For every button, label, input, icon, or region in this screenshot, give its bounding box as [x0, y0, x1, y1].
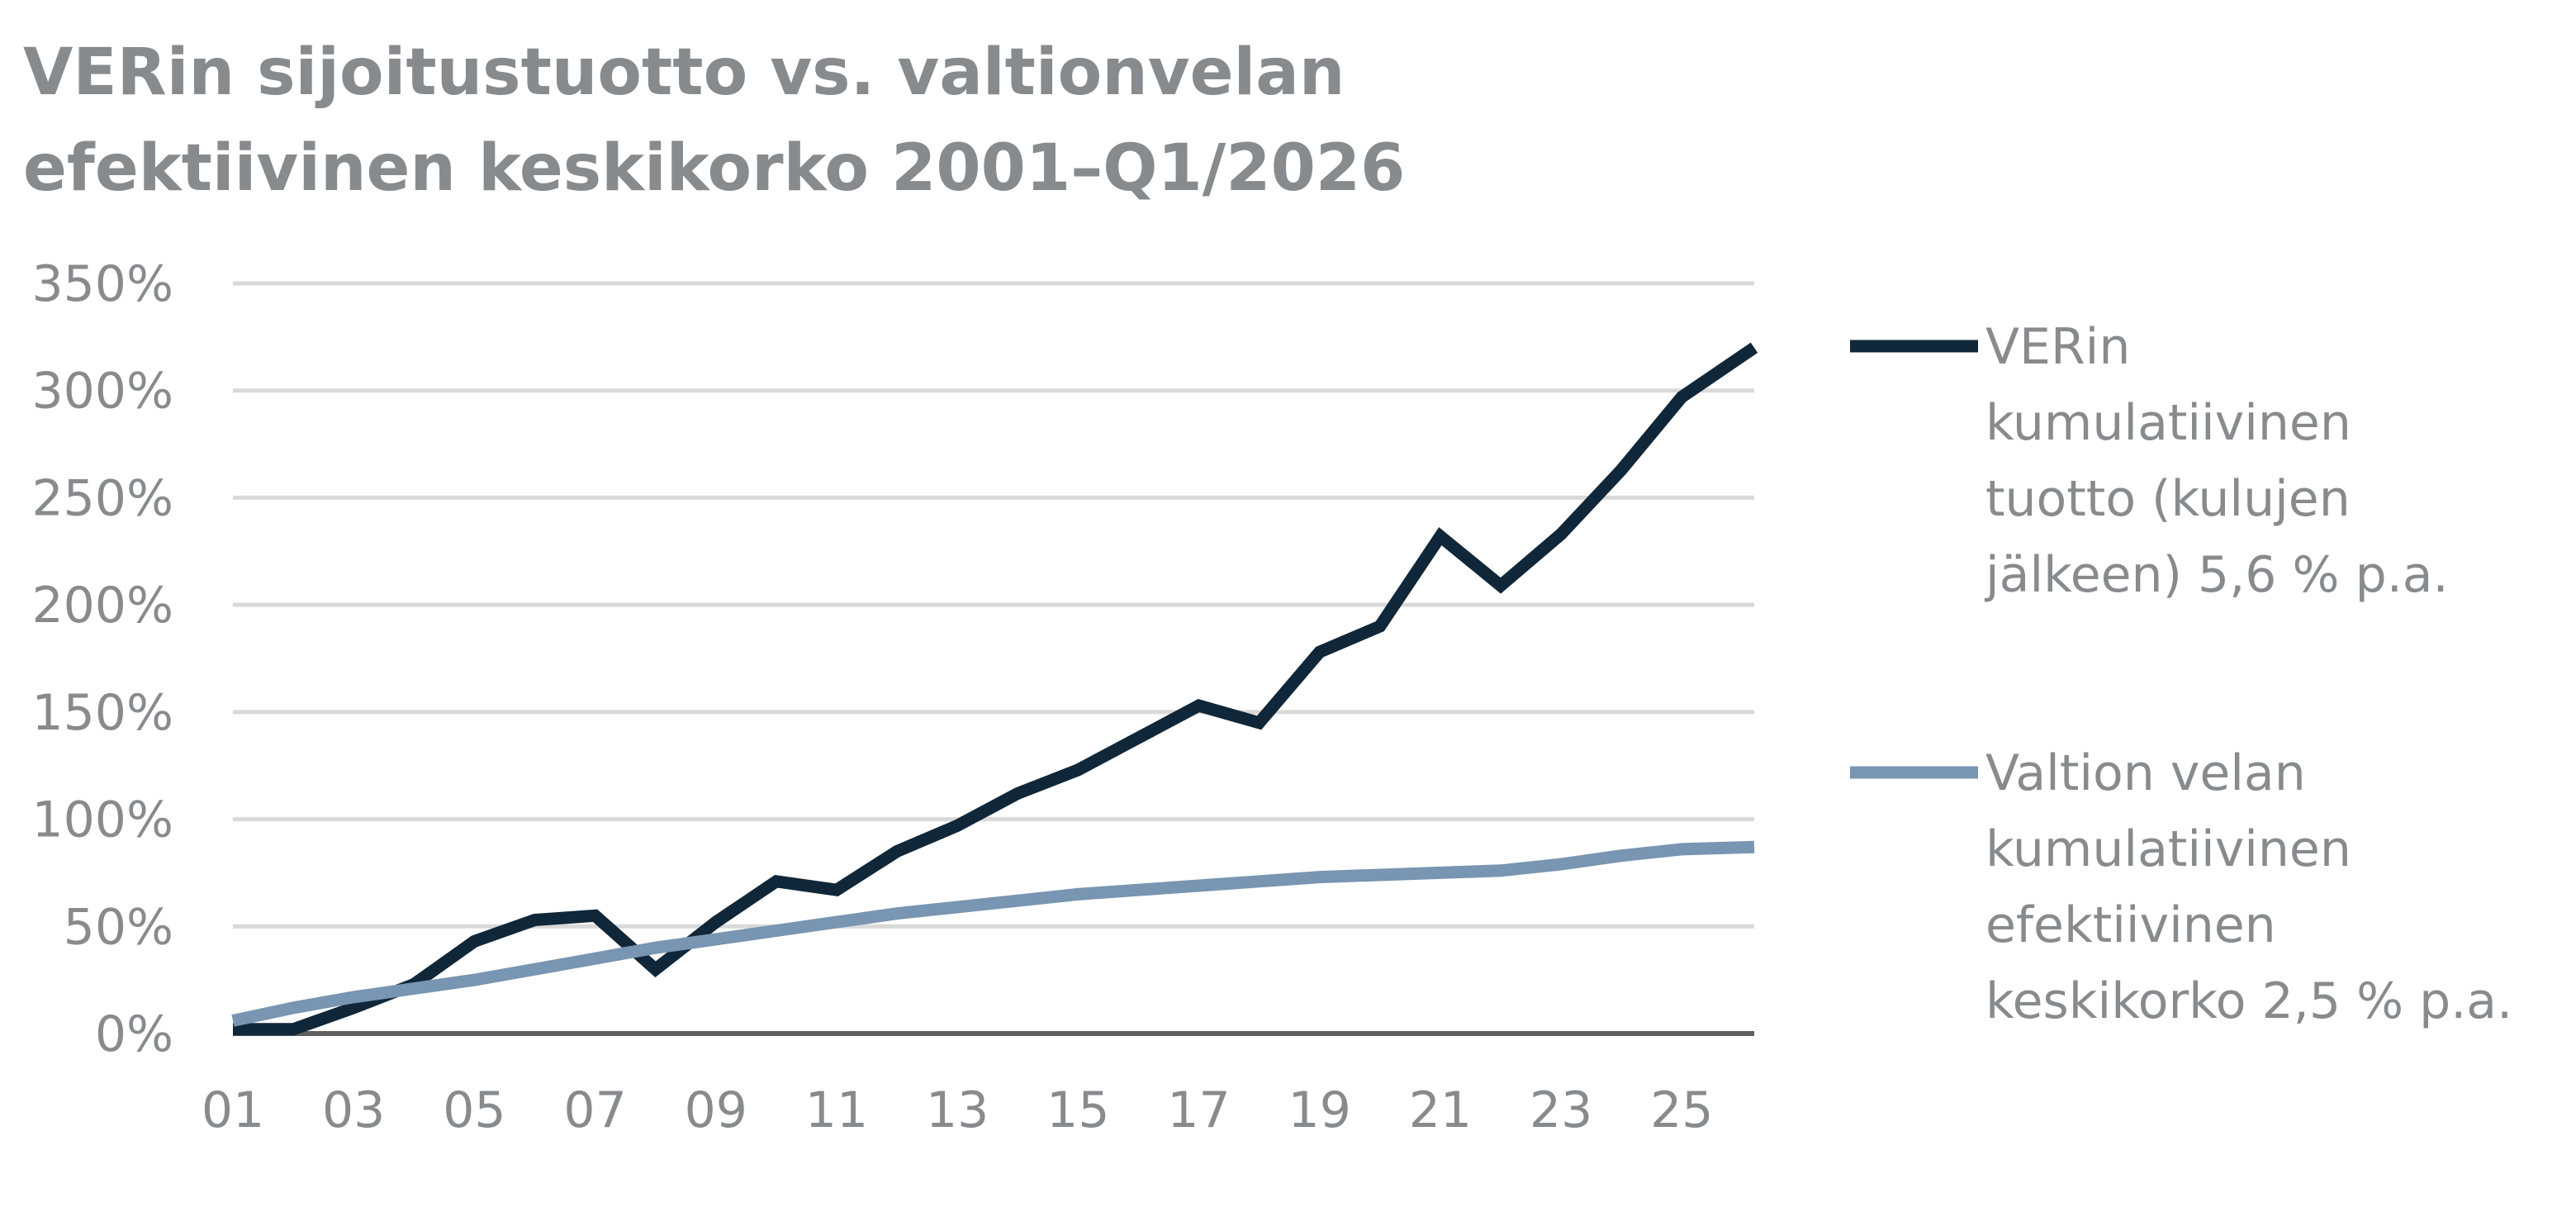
- x-axis-ticks: 01 03 05 07 09 11 13 15 17 19 21 23 25: [202, 1081, 1714, 1139]
- y-tick-label: 100%: [31, 791, 173, 849]
- x-tick-label: 15: [1046, 1081, 1109, 1139]
- x-tick-label: 19: [1288, 1081, 1351, 1139]
- gridlines: [233, 281, 1754, 929]
- y-tick-label: 350%: [31, 255, 173, 313]
- y-axis-ticks: 0% 50% 100% 150% 200% 250% 300% 350%: [31, 255, 173, 1063]
- legend-label-1: VERin kumulatiivinen tuotto (kulujen jälkee…: [1984, 318, 2449, 604]
- x-tick-label: 09: [685, 1081, 747, 1139]
- y-tick-label: 300%: [31, 363, 173, 421]
- y-tick-label: 200%: [31, 577, 173, 635]
- x-tick-label: 13: [926, 1081, 989, 1139]
- y-tick-label: 150%: [31, 684, 173, 742]
- x-tick-label: 11: [805, 1081, 868, 1139]
- series-line-2: [231, 840, 1755, 1027]
- x-tick-label: 23: [1530, 1081, 1592, 1139]
- legend-label-2: Valtion velan kumulatiivinen efektiivinen k…: [1985, 744, 2512, 1030]
- x-tick-label: 25: [1650, 1081, 1713, 1139]
- x-tick-label: 03: [322, 1081, 385, 1139]
- x-tick-label: 07: [563, 1081, 626, 1139]
- chart-title: VERin sijoitustuotto vs. valtionvelan ef…: [23, 36, 1406, 206]
- y-tick-label: 250%: [31, 469, 173, 527]
- x-tick-label: 01: [202, 1081, 264, 1139]
- series-line-1: [233, 342, 1758, 1036]
- legend: VERin kumulatiivinen tuotto (kulujen jälkee…: [1850, 318, 2512, 1030]
- y-tick-label: 50%: [64, 898, 173, 956]
- x-tick-label: 17: [1167, 1081, 1230, 1139]
- series-lines: [231, 342, 1758, 1036]
- x-tick-label: 21: [1409, 1081, 1472, 1139]
- x-tick-label: 05: [443, 1081, 505, 1139]
- y-tick-label: 0%: [95, 1005, 173, 1063]
